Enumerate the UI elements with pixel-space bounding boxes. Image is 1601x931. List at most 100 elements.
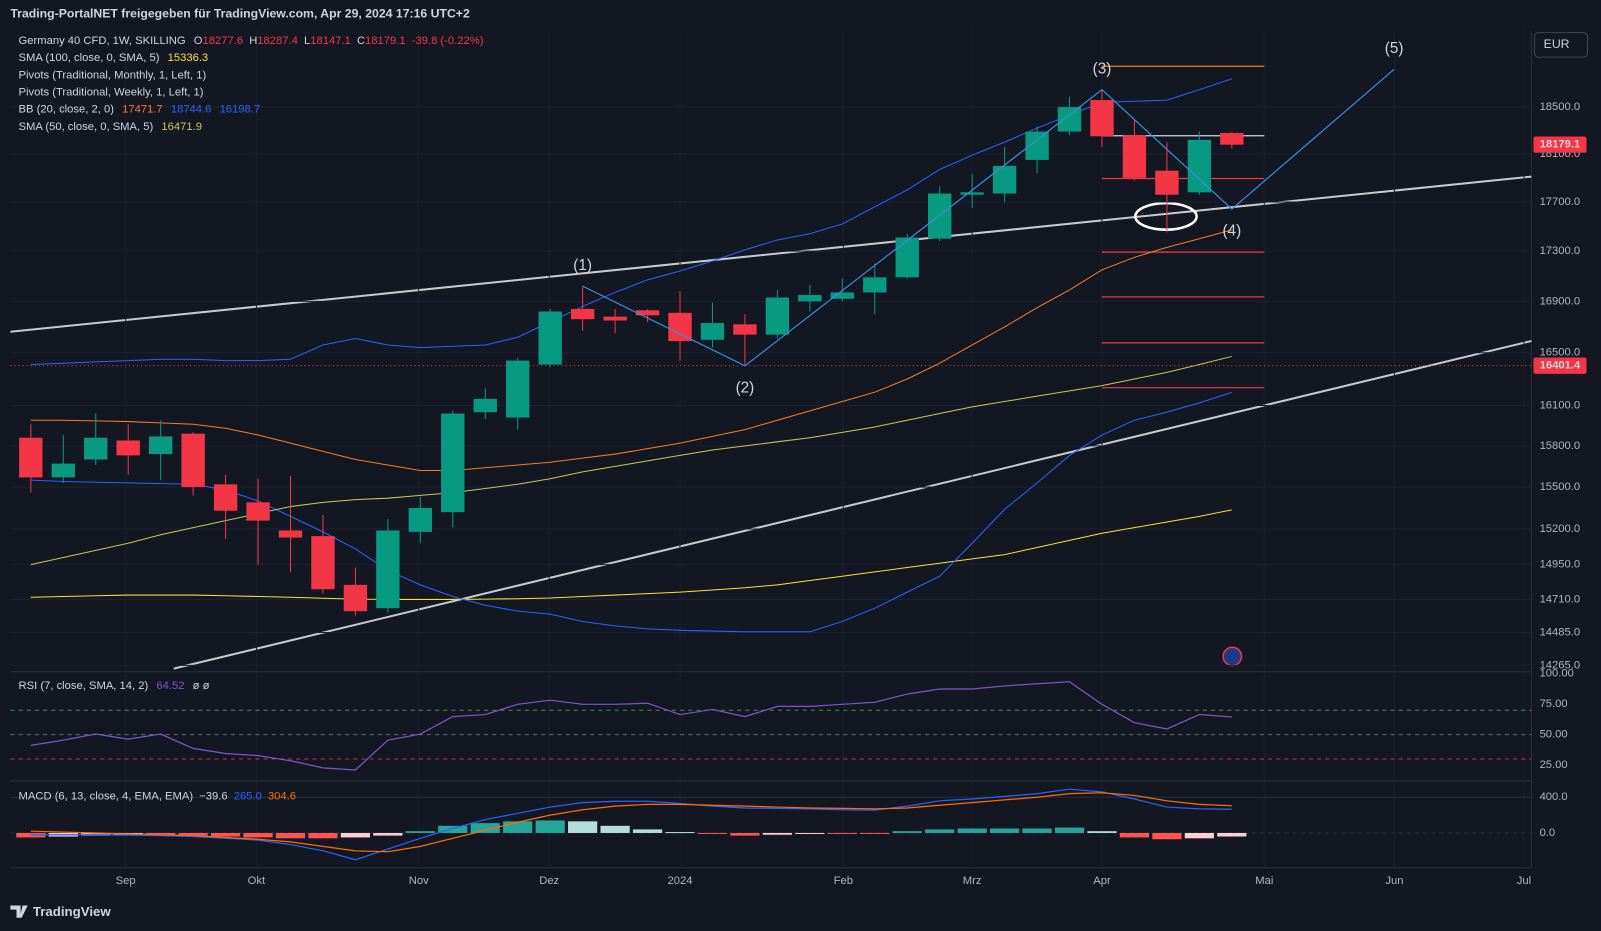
legend-indicator-name: SMA (100, close, 0, SMA, 5) xyxy=(19,52,160,64)
plot-area xyxy=(10,30,1532,868)
price-tag xyxy=(1533,357,1587,374)
macd-histogram-bar xyxy=(860,832,890,834)
wave-label: (3) xyxy=(1093,60,1112,77)
candle-body xyxy=(538,311,562,365)
y-tick-label: 16100.0 xyxy=(1540,399,1581,411)
wave-label: (2) xyxy=(736,379,755,396)
y-tick-label: 14710.0 xyxy=(1540,593,1581,605)
legend-ohlc-value: 18287.4 xyxy=(257,35,298,47)
logo: TradingView xyxy=(10,904,111,919)
rsi-legend: RSI (7, close, SMA, 14, 2) 64.52 ø ø xyxy=(19,680,210,692)
macd-histogram-bar xyxy=(503,821,533,833)
rsi-tick-label: 75.00 xyxy=(1540,698,1568,710)
candle-body xyxy=(1122,135,1147,178)
legend-indicator: Pivots (Traditional, Monthly, 1, Left, 1… xyxy=(19,69,207,81)
candle-body xyxy=(246,502,270,521)
macd-histogram-bar xyxy=(210,832,241,837)
trendline xyxy=(173,339,1532,670)
candle-body xyxy=(473,398,497,413)
macd-legend: MACD (6, 13, close, 4, EMA, EMA) −39.6 265… xyxy=(19,790,296,802)
y-tick-label: 14265.0 xyxy=(1540,659,1581,671)
candle-body xyxy=(1025,131,1049,160)
legend-ohlc-label: O xyxy=(194,35,203,47)
candle-body xyxy=(84,437,108,460)
macd-histogram-bar xyxy=(275,832,306,839)
macd-histogram-bar xyxy=(762,832,792,835)
candle-body xyxy=(700,323,725,340)
macd-histogram-bar xyxy=(243,832,273,838)
indicator-line xyxy=(30,78,1232,366)
candle-body xyxy=(181,433,205,488)
macd-histogram-bar xyxy=(1022,828,1052,833)
candle-body xyxy=(960,192,984,195)
candle-body xyxy=(376,530,400,609)
macd-histogram-bar xyxy=(1184,832,1214,839)
candle-body xyxy=(1090,100,1114,137)
macd-histogram-bar xyxy=(1054,827,1085,833)
macd-histogram-bar xyxy=(1217,832,1247,837)
legend-indicator-name: SMA (50, close, 0, SMA, 5) xyxy=(19,121,154,133)
legend-indicator-value: 16198.7 xyxy=(220,104,261,116)
y-tick-label: 14950.0 xyxy=(1540,559,1581,571)
macd-histogram-bar xyxy=(892,831,922,833)
event-icon[interactable] xyxy=(1222,646,1243,667)
logo-mark xyxy=(10,905,28,918)
y-tick-label: 17700.0 xyxy=(1540,196,1581,208)
wave-line xyxy=(582,68,1395,367)
header-title: Trading-PortalNET freigegeben für Tradin… xyxy=(10,7,470,21)
candle-body xyxy=(570,308,595,320)
macd-legend-value: −39.6 xyxy=(199,790,227,802)
y-tick-label: 16900.0 xyxy=(1540,295,1581,307)
x-tick-label: Jul xyxy=(1517,875,1531,887)
legend-symbol-name: Germany 40 CFD, 1W, SKILLING xyxy=(19,35,186,47)
candle-body xyxy=(1057,107,1082,132)
macd-tick-label: 0.0 xyxy=(1540,827,1556,839)
price-tag xyxy=(1533,136,1587,153)
macd-histogram-bar xyxy=(16,832,46,838)
legend-indicator-name: Pivots (Traditional, Monthly, 1, Left, 1… xyxy=(19,69,207,81)
indicator-line xyxy=(30,229,1232,472)
candle-body xyxy=(116,440,140,456)
legend-ohlc-value: 18179.1 xyxy=(365,35,406,47)
macd-histogram-bar xyxy=(827,832,857,834)
legend-change: -39.8 (-0.22%) xyxy=(412,35,484,47)
candle-body xyxy=(408,507,433,532)
macd-histogram-bar xyxy=(957,828,987,833)
legend-ohlc-value: 18147.1 xyxy=(310,35,351,47)
macd-histogram-bar xyxy=(600,825,630,833)
macd-histogram-bar xyxy=(146,832,176,835)
highlight-ellipse xyxy=(1134,201,1198,231)
logo-text: TradingView xyxy=(33,904,112,919)
macd-histogram-bar xyxy=(925,829,955,833)
macd-histogram-bar xyxy=(1152,832,1182,840)
legend-indicator: SMA (50, close, 0, SMA, 5) 16471.9 xyxy=(19,121,202,133)
macd-line xyxy=(30,788,1232,861)
candle-body xyxy=(343,584,368,612)
macd-histogram-bar xyxy=(308,832,338,839)
rsi-line xyxy=(30,681,1232,771)
rsi-legend-name: RSI (7, close, SMA, 14, 2) xyxy=(19,680,149,692)
candle-body xyxy=(441,413,465,513)
macd-histogram-bar xyxy=(405,831,435,833)
candle-body xyxy=(798,294,822,302)
currency-button[interactable] xyxy=(1533,32,1589,58)
legend-ohlc-label: L xyxy=(304,35,310,47)
indicator-line xyxy=(30,509,1232,600)
candle-body xyxy=(927,193,952,239)
macd-tick-label: 400.0 xyxy=(1540,791,1568,803)
legend-ohlc-label: C xyxy=(357,35,365,47)
legend-symbol: Germany 40 CFD, 1W, SKILLING O18277.6 H182… xyxy=(19,35,484,47)
candle-body xyxy=(1187,139,1212,193)
wave-label: (5) xyxy=(1385,40,1404,57)
legend-indicator-name: Pivots (Traditional, Weekly, 1, Left, 1) xyxy=(19,86,204,98)
x-tick-label: Feb xyxy=(834,875,853,887)
legend-ohlc-value: 18277.6 xyxy=(203,35,244,47)
x-tick-label: Mrz xyxy=(963,875,982,887)
currency-label[interactable]: EUR xyxy=(1544,37,1570,51)
candle-body xyxy=(863,277,887,293)
legend-indicator-value: 15336.3 xyxy=(168,52,209,64)
macd-histogram-bar xyxy=(568,821,598,833)
candle-body xyxy=(603,316,627,321)
indicator-line xyxy=(30,355,1232,566)
candle-body xyxy=(1220,133,1244,145)
